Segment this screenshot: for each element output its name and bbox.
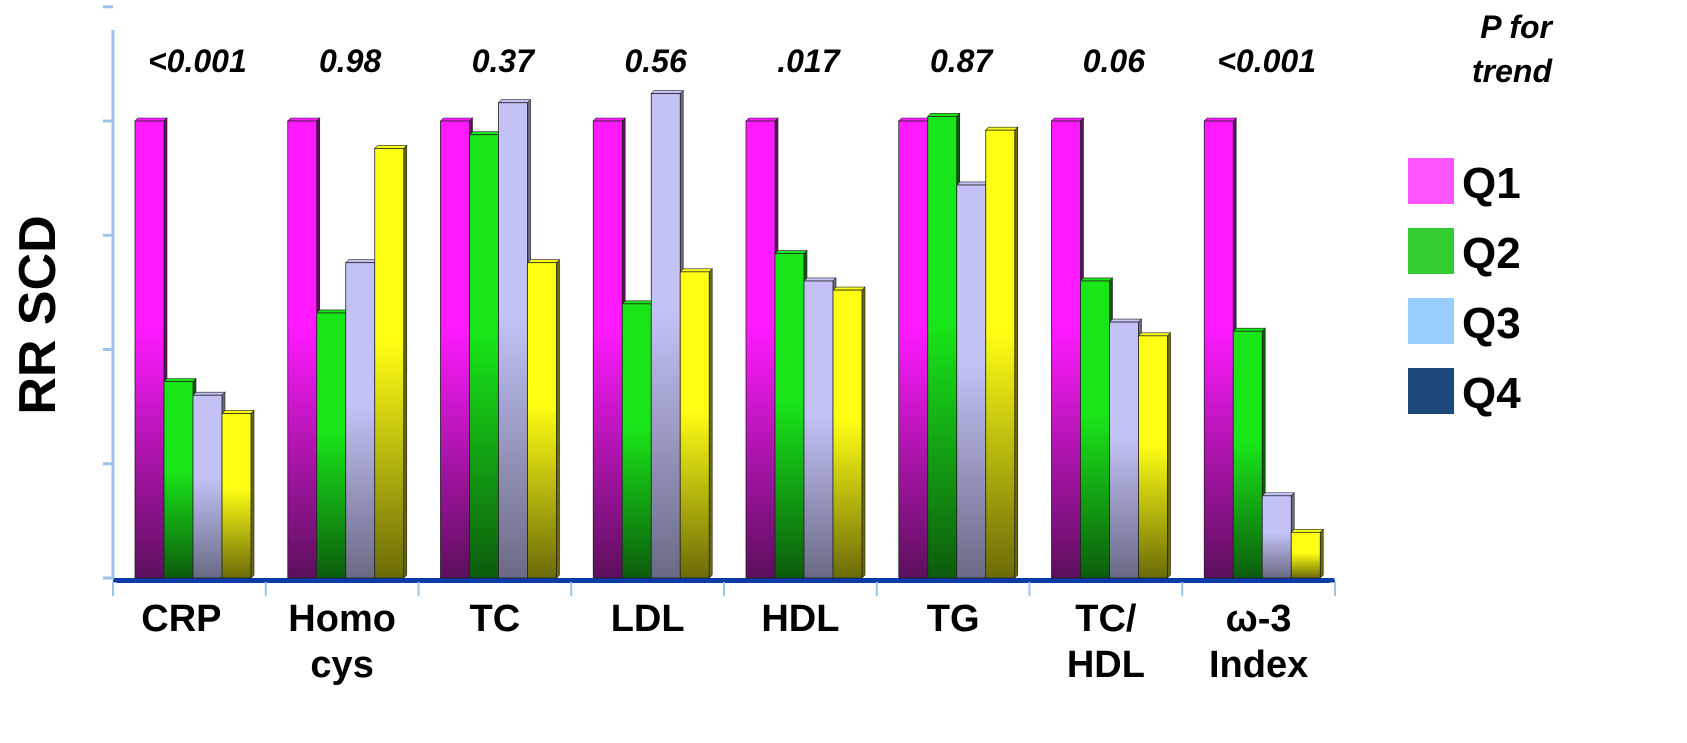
bar-Q1-5 <box>898 117 932 579</box>
legend-label-Q4: Q4 <box>1462 369 1521 418</box>
bar-Q4-7 <box>1290 528 1324 579</box>
p-trend-value-2: 0.37 <box>472 43 536 79</box>
p-trend-value-7: <0.001 <box>1217 43 1316 79</box>
bars <box>134 89 1324 579</box>
p-trend-header-0: P for <box>1480 9 1553 45</box>
p-trend-value-3: 0.56 <box>624 43 686 79</box>
bar-Q1-4 <box>745 117 779 579</box>
bar-Q1-3 <box>592 117 626 579</box>
bar-Q2-2 <box>468 130 503 579</box>
bar-Q4-6 <box>1137 332 1172 579</box>
p-trend-header-1: trend <box>1472 53 1553 89</box>
x-tick-label-1-1: cys <box>310 644 373 686</box>
x-tick-label-1-0: Homo <box>288 598 396 640</box>
bar-Q4-5 <box>985 126 1019 579</box>
x-tick-label-7-1: Index <box>1209 644 1308 686</box>
p-trend-value-4: .017 <box>777 43 841 79</box>
legend-label-Q1: Q1 <box>1462 159 1521 208</box>
bar-Q3-0 <box>192 391 226 579</box>
bar-Q2-6 <box>1079 277 1114 579</box>
bar-Q4-0 <box>221 409 255 579</box>
bar-Q4-1 <box>374 144 408 579</box>
bar-Q1-0 <box>134 117 168 579</box>
axes <box>103 5 1336 596</box>
x-tick-label-6-0: TC/ <box>1075 598 1137 640</box>
legend-swatch-Q3 <box>1408 298 1454 344</box>
bar-Q3-2 <box>497 98 532 579</box>
y-axis-label: RR SCD <box>9 215 67 414</box>
x-tick-label-5-0: TG <box>927 598 980 640</box>
legend-label-Q2: Q2 <box>1462 229 1521 278</box>
legend-swatch-Q2 <box>1408 228 1454 274</box>
bar-Q2-0 <box>163 377 197 579</box>
legend: Q1 Q2 Q3 Q4 <box>1408 158 1521 418</box>
legend-item-Q1: Q1 <box>1408 158 1521 208</box>
p-trend-value-1: 0.98 <box>319 43 381 79</box>
bar-Q1-6 <box>1050 117 1085 579</box>
bar-Q3-5 <box>956 181 990 579</box>
bar-Q1-1 <box>287 117 321 579</box>
x-tick-label-0-0: CRP <box>141 598 221 640</box>
bar-Q3-4 <box>803 277 837 579</box>
legend-item-Q3: Q3 <box>1408 298 1521 348</box>
bar-Q2-3 <box>621 300 655 579</box>
legend-swatch-Q1 <box>1408 158 1454 204</box>
x-tick-label-3-0: LDL <box>611 598 685 640</box>
x-tick-label-6-1: HDL <box>1067 644 1145 686</box>
bar-Q2-7 <box>1232 327 1266 579</box>
bar-Q1-2 <box>439 117 474 579</box>
bar-Q4-2 <box>526 258 561 579</box>
p-trend-value-0: <0.001 <box>148 43 247 79</box>
bar-Q2-4 <box>774 249 808 579</box>
p-trend-value-5: 0.87 <box>930 43 994 79</box>
bar-Q3-6 <box>1108 318 1143 579</box>
p-trend-value-6: 0.06 <box>1083 43 1145 79</box>
bar-Q2-5 <box>927 112 961 579</box>
bar-Q4-3 <box>679 268 713 579</box>
legend-item-Q2: Q2 <box>1408 228 1521 278</box>
legend-item-Q4: Q4 <box>1408 368 1521 418</box>
bar-Q3-7 <box>1261 492 1295 579</box>
bar-Q2-1 <box>316 309 350 579</box>
bar-Q1-7 <box>1203 117 1237 579</box>
bar-Q4-4 <box>832 286 866 579</box>
bar-Q3-3 <box>650 89 684 579</box>
x-tick-label-7-0: ω-3 <box>1226 598 1292 640</box>
x-tick-label-4-0: HDL <box>761 598 839 640</box>
x-tick-label-2-0: TC <box>470 598 521 640</box>
legend-label-Q3: Q3 <box>1462 299 1521 348</box>
bar-Q3-1 <box>345 258 379 579</box>
legend-swatch-Q4 <box>1408 368 1454 414</box>
